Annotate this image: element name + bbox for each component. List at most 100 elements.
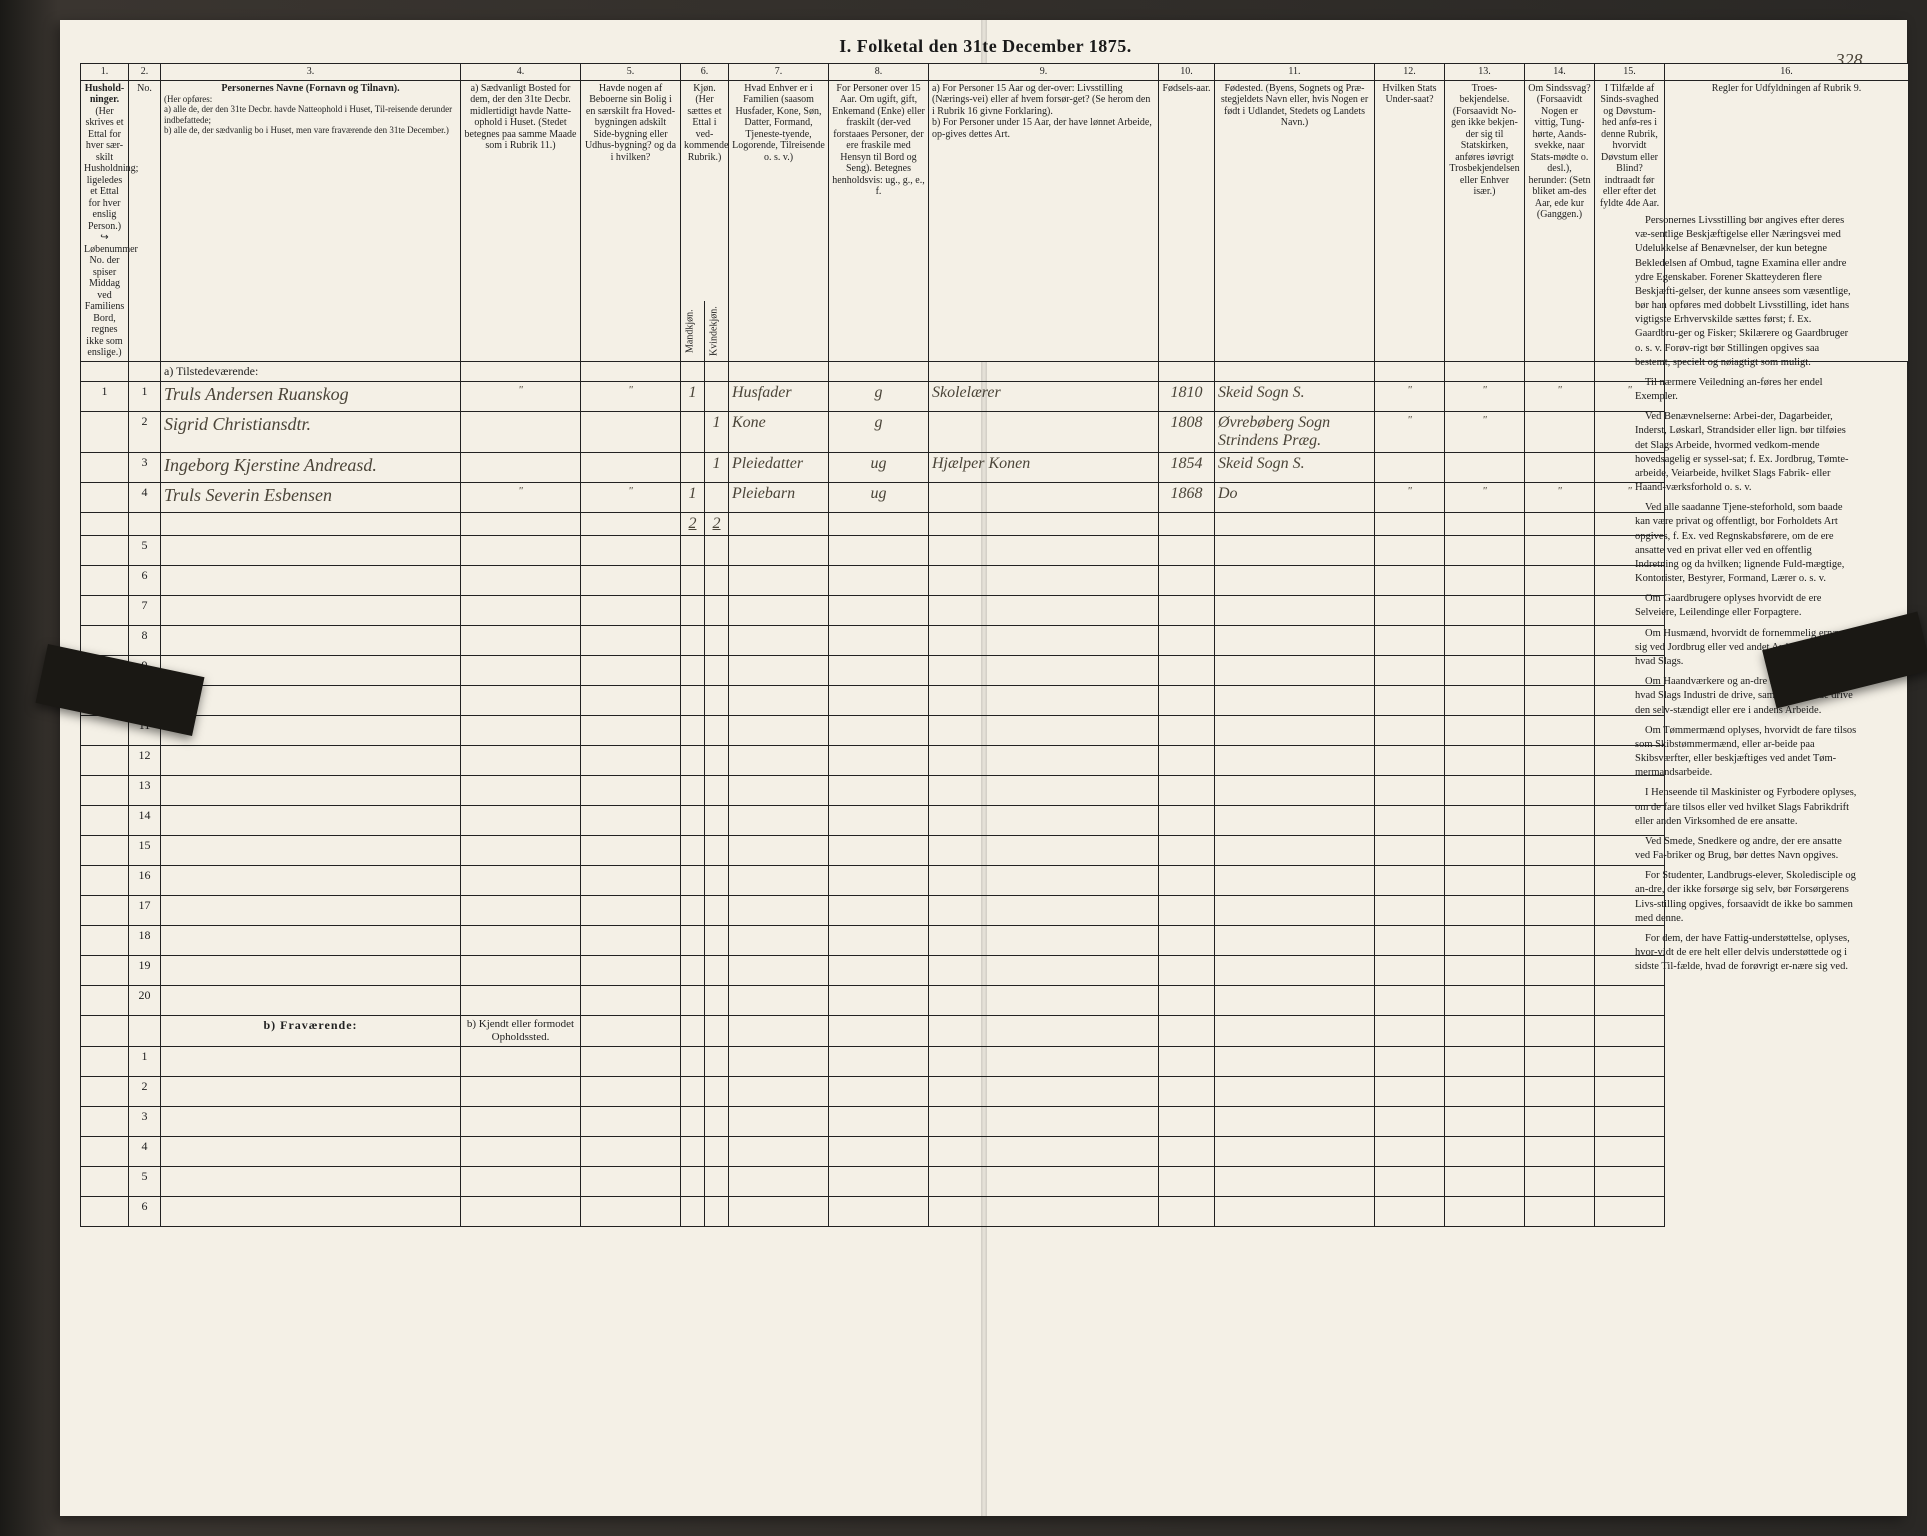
hdr-3-title: Personernes Navne (Fornavn og Tilnavn). [221,83,399,94]
row-num: 12 [129,745,161,775]
cell-female [705,381,729,411]
hdr-6a: Mandkjøn. [681,301,705,361]
cell-c4 [461,452,581,482]
cell-marital: ug [829,482,929,512]
tally-k: 2 [705,512,729,535]
cell-c14 [1525,452,1595,482]
hdr-7: Hvad Enhver er i Familien (saasom Husfad… [729,80,829,361]
cell-birthyear: 1808 [1159,411,1215,452]
row-num: 5 [129,535,161,565]
col-num-12: 12. [1375,64,1445,81]
tally-m: 2 [681,512,705,535]
cell-c14: " [1525,482,1595,512]
hdr-4: a) Sædvanligt Bosted for dem, der den 31… [461,80,581,361]
section-a-label: a) Tilstedeværende: [161,361,461,381]
section-b-label: b) Fraværende: [161,1015,461,1046]
row-num: 17 [129,895,161,925]
cell-birthyear: 1868 [1159,482,1215,512]
rules-p3: Ved Benævnelserne: Arbei-der, Dagarbeide… [1635,410,1857,495]
household-num [81,452,129,482]
hdr-5: Havde nogen af Beboerne sin Bolig i en s… [581,80,681,361]
page-title: I. Folketal den 31te December 1875. [80,28,1891,63]
col-num-8: 8. [829,64,929,81]
cell-role: Husfader [729,381,829,411]
cell-c12 [1375,452,1445,482]
cell-c14 [1525,411,1595,452]
rules-p5: Om Gaardbrugere oplyses hvorvidt de ere … [1635,592,1857,620]
col-num-5: 5. [581,64,681,81]
row-num: 4 [129,1136,161,1166]
col-num-2: 2. [129,64,161,81]
cell-c13: " [1445,411,1525,452]
rules-p10: Ved Smede, Snedkere og andre, der ere an… [1635,835,1857,863]
col-num-4: 4. [461,64,581,81]
row-num: 1 [129,1046,161,1076]
rules-p12: For dem, der have Fattig-understøttelse,… [1635,932,1857,975]
cell-male: 1 [681,381,705,411]
ledger-page: 328. I. Folketal den 31te December 1875.… [60,20,1907,1516]
row-num: 19 [129,955,161,985]
hdr-8: For Personer over 15 Aar. Om ugift, gift… [829,80,929,361]
person-num: 1 [129,381,161,411]
person-name: Sigrid Christiansdtr. [161,411,461,452]
row-num: 7 [129,595,161,625]
col-num-13: 13. [1445,64,1525,81]
cell-female: 1 [705,411,729,452]
cell-c12: " [1375,482,1445,512]
row-num: 20 [129,985,161,1015]
row-num: 18 [129,925,161,955]
cell-c13: " [1445,381,1525,411]
hdr-1-title: Hushold- ninger. [85,83,124,106]
cell-c5: " [581,482,681,512]
hdr-11: Fødested. (Byens, Sognets og Præ-stegjel… [1215,80,1375,361]
household-num [81,411,129,452]
col-num-9: 9. [929,64,1159,81]
row-num: 6 [129,565,161,595]
cell-c5 [581,452,681,482]
hdr-12: Hvilken Stats Under-saat? [1375,80,1445,361]
hdr-3-sub: (Her opføres: a) alle de, der den 31te D… [164,94,457,135]
cell-occupation [929,411,1159,452]
rules-p11: For Studenter, Landbrugs-elever, Skoledi… [1635,869,1857,926]
hdr-13: Troes-bekjendelse. (Forsaavidt No-gen ik… [1445,80,1525,361]
absent-col4-label: b) Kjendt eller formodet Opholdssted. [461,1015,581,1046]
cell-birthplace: Do [1215,482,1375,512]
col-num-7: 7. [729,64,829,81]
cell-role: Pleiebarn [729,482,829,512]
row-num: 16 [129,865,161,895]
cell-c4: " [461,381,581,411]
col-num-11: 11. [1215,64,1375,81]
cell-occupation: Skolelærer [929,381,1159,411]
rules-p4: Ved alle saadanne Tjene-steforhold, som … [1635,501,1857,586]
person-num: 2 [129,411,161,452]
row-num: 5 [129,1166,161,1196]
hdr-2: No. [129,80,161,361]
hdr-14: Om Sindssvag? (Forsaavidt Nogen er vitti… [1525,80,1595,361]
rules-p1: Personernes Livsstilling bør angives eft… [1635,214,1857,370]
col-num-14: 14. [1525,64,1595,81]
cell-c12: " [1375,381,1445,411]
col-num-16: 16. [1665,64,1909,81]
col-num-3: 3. [161,64,461,81]
rules-panel: Personernes Livsstilling bør angives eft… [1631,208,1861,1468]
cell-birthplace: Skeid Sogn S. [1215,452,1375,482]
hdr-1: Hushold- ninger. (Her skrives et Ettal f… [81,80,129,361]
row-num: 2 [129,1076,161,1106]
cell-male: 1 [681,482,705,512]
person-num: 4 [129,482,161,512]
row-num: 3 [129,1106,161,1136]
cell-occupation: Hjælper Konen [929,452,1159,482]
cell-birthplace: Øvrebøberg Sogn Strindens Præg. [1215,411,1375,452]
row-num: 6 [129,1196,161,1226]
cell-female [705,482,729,512]
hdr-10: Fødsels-aar. [1159,80,1215,361]
row-num: 14 [129,805,161,835]
cell-c12: " [1375,411,1445,452]
cell-male [681,452,705,482]
cell-marital: g [829,381,929,411]
cell-birthplace: Skeid Sogn S. [1215,381,1375,411]
cell-role: Pleiedatter [729,452,829,482]
person-name: Truls Severin Esbensen [161,482,461,512]
cell-marital: g [829,411,929,452]
hdr-6b: Kvindekjøn. [705,301,729,361]
